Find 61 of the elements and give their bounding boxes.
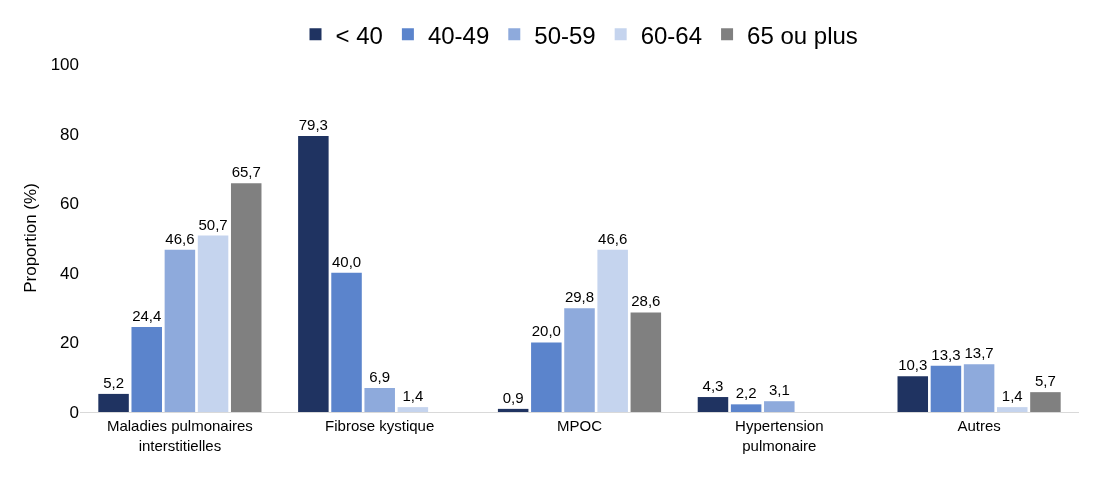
data-label: 13,3 [931,345,961,363]
x-tick-label: Fibrose kystique [325,417,435,434]
data-label: 10,3 [898,356,928,374]
data-label: 1,4 [1001,387,1023,405]
data-label: 1,4 [402,387,424,405]
legend-label: 50-59 [534,21,596,49]
x-tick-label: MPOC [557,417,603,434]
bar [697,397,729,412]
bar [364,387,395,412]
bar [963,364,995,412]
legend-label: 60-64 [640,21,703,49]
data-label: 3,1 [768,381,790,399]
y-tick-label: 80 [60,124,79,144]
data-label: 29,8 [564,288,595,306]
data-label: 5,2 [103,373,124,391]
y-tick-label: 40 [60,263,79,283]
data-label: 13,7 [964,344,994,362]
data-label: 6,9 [369,367,391,385]
y-tick-label: 60 [60,194,79,214]
data-label: 65,7 [231,163,261,181]
y-axis-title: Proportion (%) [21,183,40,293]
bar [930,365,962,412]
bar [397,407,429,412]
legend-label: 65 ou plus [747,21,858,49]
legend-label: 40-49 [427,21,490,49]
data-label: 40,0 [331,252,362,270]
data-label: 24,4 [132,307,162,325]
bar [1030,392,1061,412]
bar [630,312,662,412]
bar [164,249,196,412]
data-label: 50,7 [198,215,228,233]
bar [597,249,628,412]
y-tick-label: 100 [50,54,79,74]
bar [997,407,1028,412]
bar [764,401,795,412]
legend-label: < 40 [335,21,383,49]
bar [230,183,262,412]
y-tick-label: 20 [60,333,79,353]
bar [531,342,562,412]
data-label: 20,0 [531,322,561,340]
x-tick-label: Maladies pulmonaires interstitielles [106,417,253,454]
data-label: 0,9 [502,388,524,406]
x-tick-label: Autres [957,417,1001,434]
bar [98,393,129,412]
data-label: 46,6 [165,229,195,247]
bar [197,235,229,412]
bar [897,376,929,412]
data-label: 28,6 [631,292,661,310]
bar [497,408,529,412]
data-label: 2,2 [735,384,757,402]
x-tick-label: Hypertension pulmonaire [735,417,824,454]
data-label: 46,6 [598,229,628,247]
bar [730,404,762,412]
data-label: 79,3 [298,116,328,134]
bar [564,308,595,412]
data-label: 4,3 [702,377,724,395]
data-label: 5,7 [1035,372,1056,390]
bar [331,272,362,412]
y-tick-label: 0 [69,402,79,422]
bar [131,327,162,412]
bar [298,136,329,412]
